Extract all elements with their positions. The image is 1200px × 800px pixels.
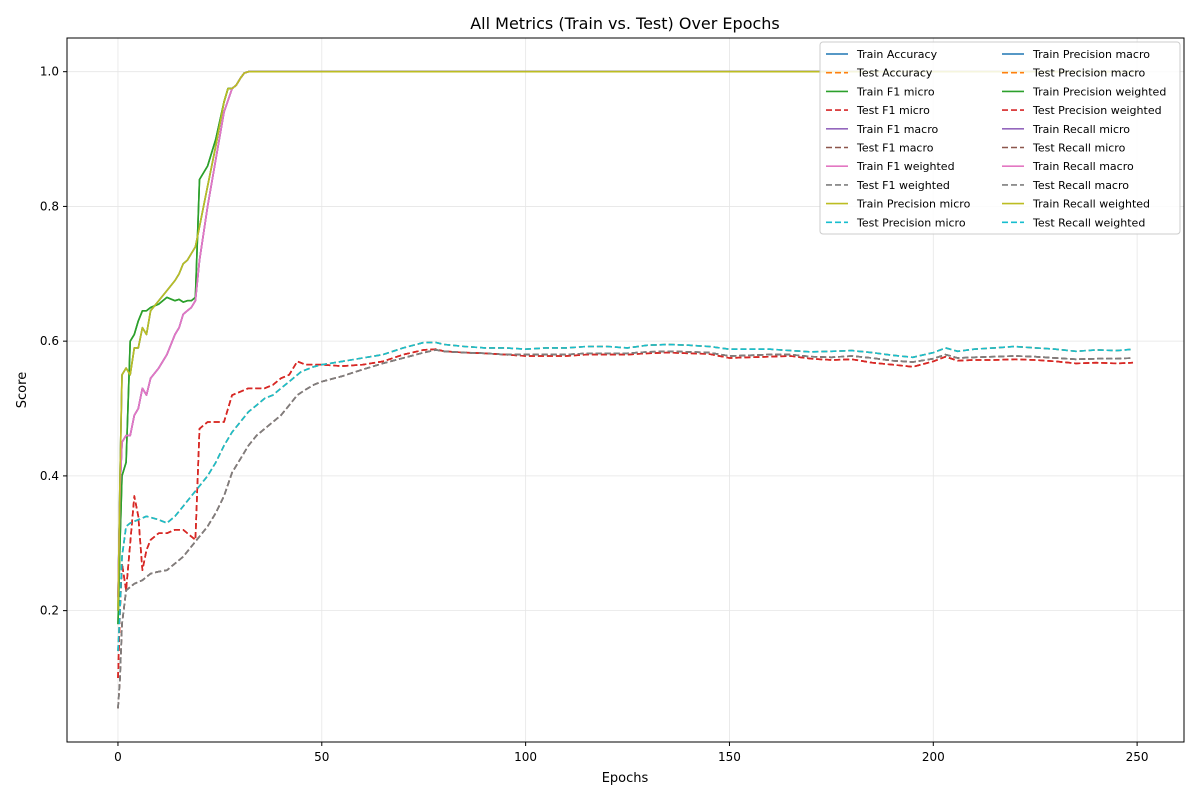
legend-label: Test F1 micro: [856, 104, 930, 117]
series-line-test-recall-macro: [117, 349, 1134, 709]
plot-frame: [66, 37, 1185, 743]
legend-label: Test Precision micro: [856, 216, 966, 229]
y-tick-label: 0.2: [40, 604, 59, 618]
legend-label: Train Accuracy: [856, 48, 938, 61]
legend-label: Test Recall weighted: [1032, 216, 1145, 229]
series-line-test-recall-weighted: [117, 341, 1134, 652]
legend-label: Test Recall micro: [1032, 142, 1126, 155]
x-tick-label: 200: [922, 750, 945, 764]
legend-label: Train F1 weighted: [856, 160, 955, 173]
x-axis-label: Epochs: [602, 771, 649, 786]
legend-label: Train F1 macro: [856, 123, 938, 136]
legend-label: Train Recall micro: [1032, 123, 1130, 136]
legend-label: Test Accuracy: [856, 67, 933, 80]
y-tick-label: 0.4: [40, 469, 59, 483]
y-tick-label: 1.0: [40, 65, 59, 79]
x-ticks: 0 50 100 150 200 250: [114, 742, 1149, 764]
legend-box: [819, 41, 1181, 235]
legend-label: Test Recall macro: [1032, 179, 1129, 192]
series-line-train-recall-weighted: [117, 70, 1138, 611]
series-line-test-precision-weighted: [117, 348, 1134, 679]
legend-label: Train Precision weighted: [1032, 85, 1166, 98]
legend-label: Test F1 weighted: [856, 179, 950, 192]
legend-label: Train Recall macro: [1032, 160, 1134, 173]
y-axis-label: Score: [15, 372, 30, 408]
legend-label: Train F1 micro: [856, 85, 935, 98]
legend-label: Train Recall weighted: [1032, 198, 1150, 211]
legend: Train Accuracy Test Accuracy Train F1 micr…: [819, 41, 1181, 235]
legend-label: Train Precision macro: [1032, 48, 1150, 61]
x-tick-label: 100: [514, 750, 537, 764]
x-tick-label: 250: [1126, 750, 1149, 764]
x-tick-label: 50: [314, 750, 329, 764]
legend-label: Test Precision macro: [1032, 67, 1146, 80]
chart-title: All Metrics (Train vs. Test) Over Epochs: [470, 14, 780, 33]
x-tick-label: 0: [114, 750, 122, 764]
legend-label: Test Precision weighted: [1032, 104, 1162, 117]
y-tick-label: 0.8: [40, 199, 59, 213]
x-tick-label: 150: [718, 750, 741, 764]
legend-label: Train Precision micro: [856, 198, 971, 211]
legend-label: Test F1 macro: [856, 142, 934, 155]
y-ticks: 0.2 0.4 0.6 0.8 1.0: [40, 65, 67, 618]
y-tick-label: 0.6: [40, 334, 59, 348]
series-lines: [117, 70, 1138, 709]
